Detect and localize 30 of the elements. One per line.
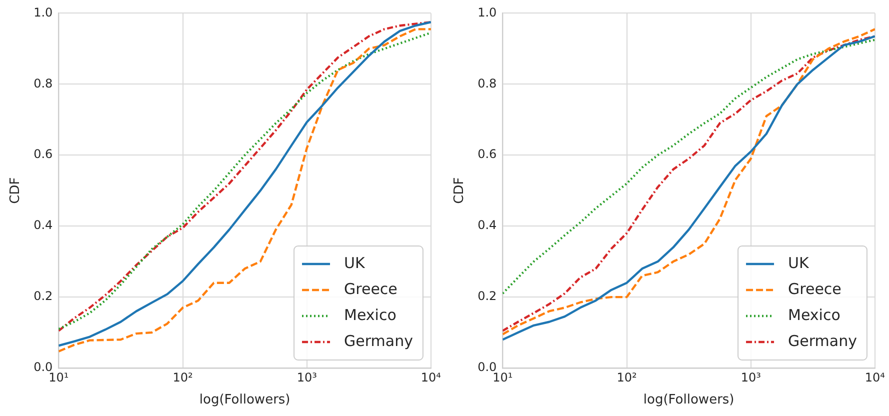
y-axis-title: CDF	[452, 177, 468, 204]
x-tick-label: 10⁴	[864, 370, 886, 384]
y-tick-label: 0.6	[34, 147, 53, 162]
legend-label: UK	[788, 254, 810, 272]
x-tick-label: 10²	[172, 370, 193, 384]
legend-label: Germany	[344, 332, 414, 350]
legend-label: UK	[344, 254, 366, 272]
y-tick-label: 1.0	[478, 5, 497, 20]
y-tick-label: 0.6	[478, 147, 497, 162]
legend-label: Greece	[344, 280, 398, 298]
x-tick-label: 10³	[740, 370, 762, 384]
x-axis-title: log(Followers)	[199, 392, 290, 408]
x-tick-label: 10¹	[492, 370, 513, 384]
y-tick-label: 1.0	[34, 5, 53, 20]
legend-label: Greece	[788, 280, 842, 298]
y-tick-label: 0.8	[478, 76, 497, 90]
y-tick-label: 0.8	[34, 76, 53, 90]
x-tick-label: 10²	[616, 370, 637, 384]
x-axis-title: log(Followers)	[643, 392, 734, 408]
legend-label: Mexico	[344, 306, 396, 324]
legend-label: Mexico	[788, 306, 840, 324]
y-tick-label: 0.2	[34, 289, 53, 304]
y-axis-title: CDF	[8, 177, 24, 204]
x-tick-label: 10³	[296, 370, 318, 384]
x-tick-label: 10¹	[48, 370, 69, 384]
y-tick-label: 0.4	[478, 218, 497, 232]
y-tick-label: 0.2	[478, 289, 497, 304]
y-tick-label: 0.4	[34, 218, 53, 232]
x-tick-label: 10⁴	[420, 370, 442, 384]
legend-label: Germany	[788, 332, 858, 350]
